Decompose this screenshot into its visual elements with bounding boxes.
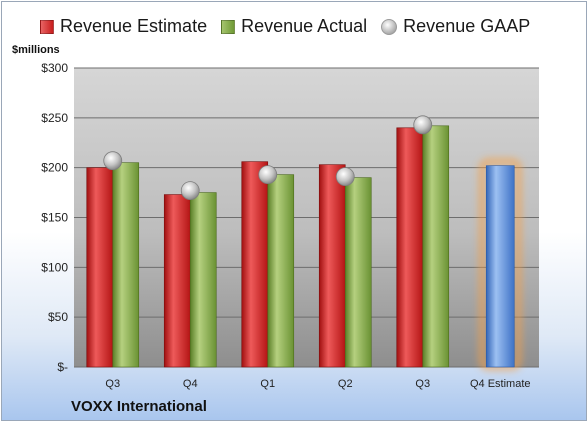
- estimate-bar: [163, 194, 191, 368]
- actual-bar: [422, 125, 450, 368]
- gaap-marker: [258, 165, 278, 185]
- estimate-bar: [241, 161, 269, 368]
- gaap-marker: [180, 181, 200, 200]
- y-tick-label: $300: [41, 61, 68, 75]
- x-tick-label: Q3: [415, 378, 430, 390]
- y-tick-label: $200: [41, 161, 68, 175]
- chart-legend: Revenue Estimate Revenue Actual Revenue …: [40, 16, 544, 37]
- gaap-marker: [335, 167, 355, 187]
- y-tick-label: $100: [41, 260, 68, 274]
- y-tick-label: $-: [57, 360, 68, 374]
- x-axis-labels: Q3 Q4 Q1 Q2 Q3 Q4 Estimate: [105, 378, 530, 390]
- actual-bar: [344, 177, 372, 368]
- forecast-bar: [485, 165, 515, 368]
- legend-label-revenue-actual: Revenue Actual: [241, 16, 368, 36]
- actual-bar: [189, 192, 217, 368]
- legend-label-revenue-estimate: Revenue Estimate: [60, 16, 208, 36]
- estimate-bar: [396, 127, 424, 368]
- gridlines: [74, 67, 539, 368]
- y-tick-label: $150: [41, 211, 68, 225]
- x-tick-label: Q2: [338, 378, 353, 390]
- legend-swatch-green: [221, 19, 236, 34]
- legend-swatch-grey: [381, 18, 398, 35]
- y-tick-label: $50: [48, 310, 68, 324]
- company-name: VOXX International: [71, 398, 207, 415]
- x-tick-label: Q4 Estimate: [470, 378, 531, 390]
- x-tick-label: Q1: [260, 378, 275, 390]
- legend-item-revenue-actual: Revenue Actual: [221, 16, 367, 37]
- legend-item-revenue-estimate: Revenue Estimate: [40, 16, 207, 37]
- legend-item-revenue-gaap: Revenue GAAP: [381, 16, 530, 37]
- y-axis-unit-label: $millions: [12, 44, 60, 56]
- gaap-markers: [103, 115, 433, 200]
- actual-bar: [267, 174, 295, 368]
- x-tick-label: Q3: [105, 378, 120, 390]
- legend-swatch-red: [40, 19, 54, 34]
- x-tick-label: Q4: [183, 378, 198, 390]
- gaap-marker: [413, 115, 433, 135]
- legend-label-revenue-gaap: Revenue GAAP: [403, 16, 531, 36]
- y-axis-ticks: $- $50 $100 $150 $200 $250 $300: [41, 61, 68, 374]
- bars: [86, 125, 522, 370]
- actual-bar: [112, 162, 140, 368]
- estimate-bar: [318, 164, 346, 368]
- gaap-marker: [103, 151, 123, 171]
- estimate-bar: [86, 167, 114, 368]
- y-tick-label: $250: [41, 111, 68, 125]
